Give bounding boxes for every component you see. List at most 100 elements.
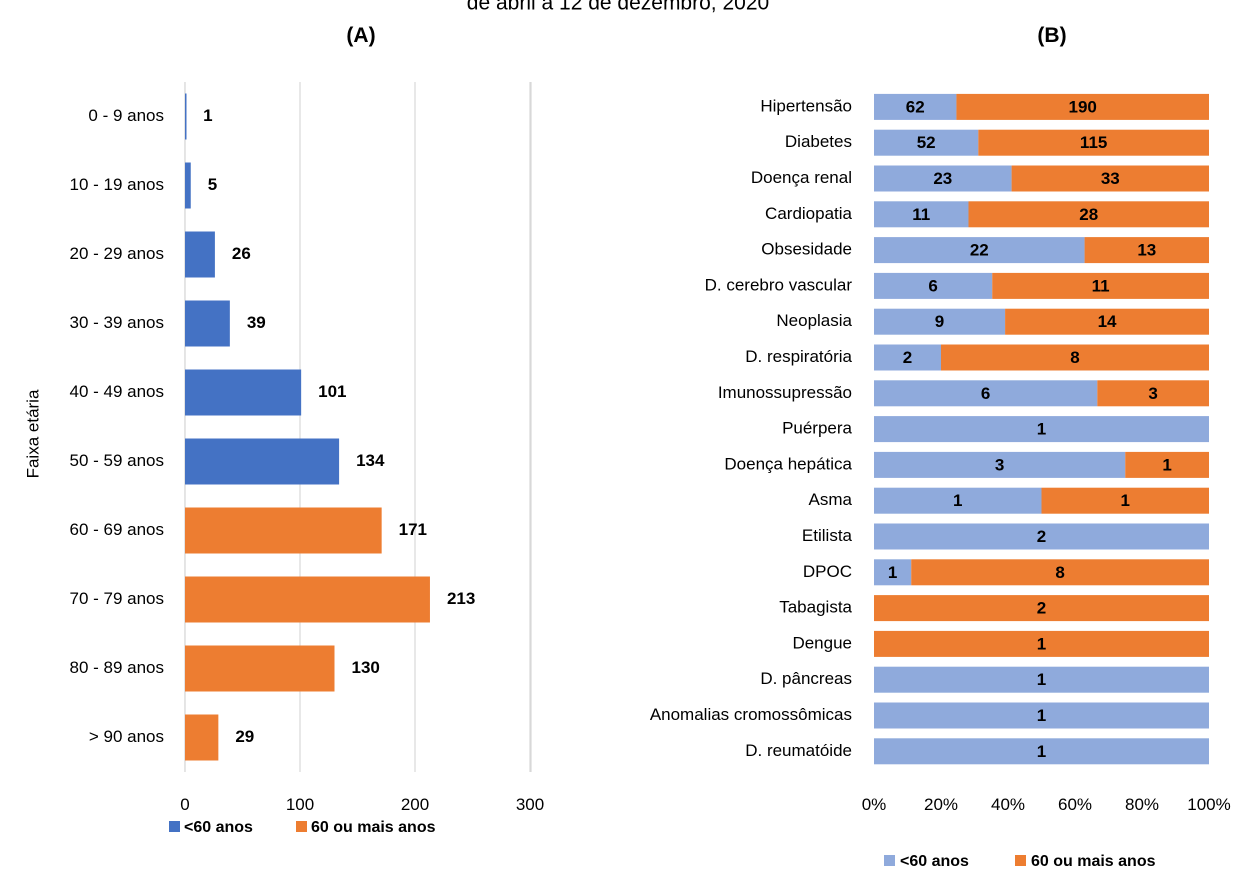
chart-b-bar-under60-d-respiratoria bbox=[874, 344, 941, 371]
chart-b-category-label: Tabagista bbox=[779, 598, 852, 617]
chart-b-value-label-over60: 1 bbox=[1162, 455, 1171, 474]
chart-b-value-label-under60: 1 bbox=[1037, 742, 1046, 761]
chart-b-value-label-over60: 2 bbox=[1037, 599, 1046, 618]
chart-b-bar-over60-doenca-renal bbox=[1011, 165, 1209, 192]
chart-a-category-label: > 90 anos bbox=[89, 727, 164, 746]
chart-b-value-label-over60: 28 bbox=[1079, 205, 1098, 224]
chart-a-category-label: 10 - 19 anos bbox=[69, 175, 164, 194]
chart-b-bar-over60-diabetes bbox=[978, 129, 1209, 156]
chart-b-bar-under60-puerpera bbox=[874, 416, 1209, 443]
chart-b-bar-under60-dpoc bbox=[874, 559, 912, 586]
chart-b-bar-over60-imunossupressao bbox=[1097, 380, 1209, 407]
panel-b-label: (B) bbox=[1037, 24, 1066, 47]
chart-a-value-label: 101 bbox=[318, 382, 346, 401]
chart-b-category-label: D. cerebro vascular bbox=[705, 275, 853, 294]
chart-b-bar-over60-cardiopatia bbox=[968, 201, 1209, 228]
chart-b-x-tick-label: 100% bbox=[1187, 795, 1230, 814]
chart-b-bar-over60-dengue bbox=[874, 630, 1209, 657]
chart-b-bar-over60-neoplasia bbox=[1005, 308, 1209, 335]
chart-a-bar-60-69-anos bbox=[185, 507, 382, 554]
chart-b-value-label-over60: 11 bbox=[1092, 276, 1110, 295]
chart-b-value-label-under60: 52 bbox=[917, 133, 936, 152]
chart-b-category-label: DPOC bbox=[803, 562, 852, 581]
chart-b-category-label: Anomalias cromossômicas bbox=[650, 705, 852, 724]
chart-a-value-label: 171 bbox=[399, 520, 427, 539]
chart-b-category-label: Imunossupressão bbox=[718, 383, 852, 402]
chart-a-bar-70-79-anos bbox=[185, 576, 430, 623]
chart-b-category-label: Dengue bbox=[792, 633, 852, 652]
chart-b-value-label-over60: 190 bbox=[1069, 97, 1097, 116]
chart-b-bar-under60-hipertensao bbox=[874, 93, 957, 120]
chart-a-value-label: 5 bbox=[208, 175, 217, 194]
chart-b-bar-under60-cardiopatia bbox=[874, 201, 969, 228]
chart-b-value-label-over60: 8 bbox=[1070, 348, 1079, 367]
figure-title-fragment: de abril a 12 de dezembro, 2020 bbox=[467, 0, 769, 15]
chart-b-category-label: D. reumatóide bbox=[745, 741, 852, 760]
legend-a: <60 anos 60 ou mais anos bbox=[169, 819, 436, 836]
chart-b-value-label-over60: 14 bbox=[1098, 312, 1117, 331]
chart-a-value-label: 213 bbox=[447, 589, 475, 608]
chart-a-category-label: 80 - 89 anos bbox=[69, 658, 164, 677]
chart-b-value-label-over60: 3 bbox=[1148, 384, 1157, 403]
chart-b-value-label-under60: 1 bbox=[1037, 706, 1046, 725]
chart-a-x-tick-label: 200 bbox=[401, 795, 429, 814]
chart-b-value-label-under60: 3 bbox=[995, 455, 1004, 474]
chart-b-value-label-over60: 115 bbox=[1080, 133, 1107, 152]
chart-b-bar-under60-anomalias-cromossomicas bbox=[874, 702, 1209, 729]
chart-b-x-tick-label: 0% bbox=[862, 795, 887, 814]
chart-b-bar-over60-obsesidade bbox=[1084, 237, 1209, 264]
chart-b-value-label-over60: 13 bbox=[1137, 241, 1156, 260]
chart-b-category-label: Doença hepática bbox=[724, 454, 852, 473]
chart-b-bar-under60-etilista bbox=[874, 523, 1209, 550]
chart-b-value-label-under60: 6 bbox=[981, 384, 990, 403]
chart-b-bar-over60-doenca-hepatica bbox=[1125, 451, 1209, 478]
chart-b-bar-under60-imunossupressao bbox=[874, 380, 1098, 407]
chart-a-value-label: 29 bbox=[235, 727, 254, 746]
legend-a-over60-swatch bbox=[296, 821, 307, 832]
chart-b-bar-under60-neoplasia bbox=[874, 308, 1006, 335]
chart-b-bar-over60-d-cerebro-vascular bbox=[992, 272, 1209, 299]
legend-b-over60-label: 60 ou mais anos bbox=[1031, 853, 1156, 869]
chart-b-category-label: Puérpera bbox=[782, 419, 852, 438]
chart-b-bar-under60-obsesidade bbox=[874, 237, 1085, 264]
chart-b-value-label-over60: 1 bbox=[1037, 634, 1046, 653]
chart-a-bar-90-anos bbox=[185, 714, 219, 761]
chart-b-bar-under60-d-reumatoide bbox=[874, 738, 1209, 765]
chart-a-category-label: 70 - 79 anos bbox=[69, 589, 164, 608]
chart-b-value-label-under60: 1 bbox=[953, 491, 962, 510]
chart-a-bar-20-29-anos bbox=[185, 231, 215, 278]
chart-b-category-label: Diabetes bbox=[785, 132, 852, 151]
chart-b-value-label-under60: 23 bbox=[933, 169, 952, 188]
chart-a-category-label: 0 - 9 anos bbox=[88, 106, 164, 125]
legend-b-under60-swatch bbox=[884, 855, 895, 866]
chart-b-x-tick-label: 20% bbox=[924, 795, 958, 814]
chart-a-bar-40-49-anos bbox=[185, 369, 302, 416]
chart-b-category-label: Doença renal bbox=[751, 168, 852, 187]
chart-b-value-label-under60: 2 bbox=[1037, 527, 1046, 546]
chart-a: 0 100 200 300 0 - 9 anos 1 10 - 19 anos 5 20 - 2… bbox=[23, 82, 544, 814]
chart-b-value-label-under60: 2 bbox=[903, 348, 912, 367]
chart-b-value-label-over60: 33 bbox=[1101, 169, 1120, 188]
chart-b-bar-under60-asma bbox=[874, 487, 1042, 514]
chart-b-value-label-under60: 11 bbox=[912, 205, 930, 224]
chart-b-value-label-over60: 8 bbox=[1055, 563, 1064, 582]
chart-b-bar-over60-dpoc bbox=[911, 559, 1209, 586]
chart-b-category-label: Etilista bbox=[802, 526, 853, 545]
chart-a-category-label: 60 - 69 anos bbox=[69, 520, 164, 539]
chart-a-bar-0-9-anos bbox=[185, 93, 187, 140]
chart-b-x-tick-label: 60% bbox=[1058, 795, 1092, 814]
legend-a-under60-swatch bbox=[169, 821, 180, 832]
chart-a-bar-30-39-anos bbox=[185, 300, 230, 347]
chart-a-category-label: 20 - 29 anos bbox=[69, 244, 164, 263]
chart-b-category-label: D. pâncreas bbox=[760, 669, 852, 688]
chart-a-bar-10-19-anos bbox=[185, 162, 191, 209]
chart-a-category-label: 30 - 39 anos bbox=[69, 313, 164, 332]
chart-b-category-label: Neoplasia bbox=[776, 311, 852, 330]
chart-b-bar-under60-d-pancreas bbox=[874, 666, 1209, 693]
chart-a-value-label: 39 bbox=[247, 313, 266, 332]
legend-a-over60-label: 60 ou mais anos bbox=[311, 819, 436, 836]
chart-a-value-label: 134 bbox=[356, 451, 385, 470]
chart-b-bar-under60-doenca-hepatica bbox=[874, 451, 1126, 478]
